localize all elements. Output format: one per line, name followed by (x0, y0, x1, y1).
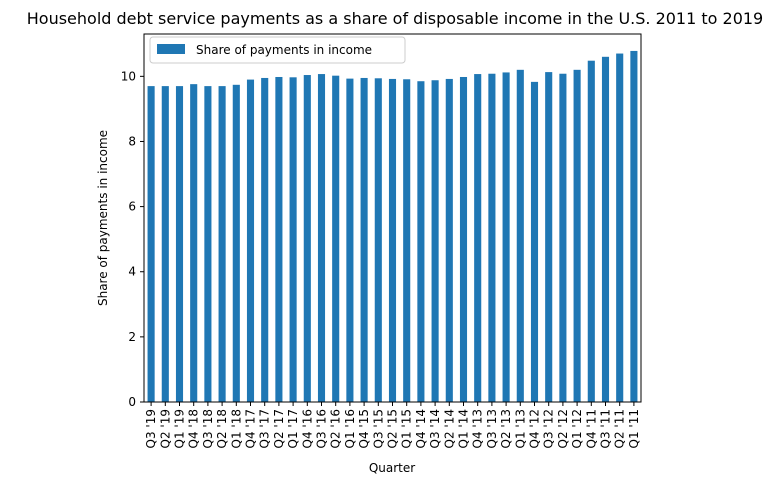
bar (219, 86, 226, 402)
bar (346, 79, 353, 402)
bar (375, 78, 382, 402)
x-tick-label: Q3 '13 (485, 409, 499, 448)
x-tick-label: Q4 '11 (584, 409, 598, 448)
y-axis-label: Share of payments in income (96, 130, 110, 306)
x-ticks-group: Q3 '19 Q2 '19 Q1 '19 Q4 '18 Q3 '18 Q2 '18 Q1 '… (144, 402, 641, 448)
chart-title: Household debt service payments as a sha… (27, 9, 763, 28)
y-tick-label: 6 (128, 200, 136, 214)
x-tick-label: Q2 '12 (556, 409, 570, 448)
bar (148, 86, 155, 402)
x-tick-label: Q3 '17 (258, 409, 272, 448)
x-tick-label: Q2 '15 (386, 409, 400, 448)
bar (176, 86, 183, 402)
x-tick-label: Q3 '15 (371, 409, 385, 448)
x-axis-label: Quarter (369, 461, 415, 475)
bars-group (148, 51, 638, 402)
x-tick-label: Q3 '12 (542, 409, 556, 448)
bar (275, 77, 282, 402)
x-tick-label: Q3 '16 (315, 409, 329, 448)
x-tick-label: Q4 '15 (357, 409, 371, 448)
bar (233, 85, 240, 402)
bar (190, 84, 197, 402)
x-tick-label: Q3 '14 (428, 409, 442, 448)
bar (531, 82, 538, 402)
y-tick-label: 10 (121, 69, 136, 83)
y-tick-label: 4 (128, 265, 136, 279)
x-tick-label: Q2 '13 (499, 409, 513, 448)
bar (503, 72, 510, 402)
y-tick-label: 0 (128, 395, 136, 409)
bar (630, 51, 637, 402)
bar (332, 76, 339, 402)
bar (290, 77, 297, 402)
bar (162, 86, 169, 402)
bar (488, 74, 495, 402)
x-tick-label: Q1 '16 (343, 409, 357, 448)
bar (446, 79, 453, 402)
bar (204, 86, 211, 402)
bar (517, 70, 524, 402)
x-tick-label: Q2 '18 (215, 409, 229, 448)
bar (474, 74, 481, 402)
x-tick-label: Q1 '11 (627, 409, 641, 448)
x-tick-label: Q4 '12 (528, 409, 542, 448)
x-tick-label: Q4 '13 (471, 409, 485, 448)
x-tick-label: Q3 '18 (201, 409, 215, 448)
x-tick-label: Q1 '17 (286, 409, 300, 448)
legend-swatch (157, 44, 185, 54)
x-tick-label: Q1 '12 (570, 409, 584, 448)
y-tick-label: 2 (128, 330, 136, 344)
bar (389, 79, 396, 402)
bar (432, 80, 439, 402)
bar (361, 78, 368, 402)
bar (574, 70, 581, 402)
bar (602, 57, 609, 402)
bar (559, 74, 566, 402)
x-tick-label: Q4 '16 (300, 409, 314, 448)
bar (545, 72, 552, 402)
bar (318, 74, 325, 402)
x-tick-label: Q2 '14 (442, 409, 456, 448)
bar (460, 77, 467, 402)
bar (304, 75, 311, 402)
x-tick-label: Q1 '19 (173, 409, 187, 448)
y-ticks-group: 0 2 4 6 8 10 (121, 69, 144, 409)
x-tick-label: Q4 '14 (414, 409, 428, 448)
x-tick-label: Q1 '18 (229, 409, 243, 448)
x-tick-label: Q3 '11 (599, 409, 613, 448)
x-tick-label: Q2 '17 (272, 409, 286, 448)
x-tick-label: Q2 '11 (613, 409, 627, 448)
x-tick-label: Q4 '17 (244, 409, 258, 448)
bar (247, 80, 254, 402)
bar (417, 81, 424, 402)
x-tick-label: Q4 '18 (187, 409, 201, 448)
x-tick-label: Q1 '13 (513, 409, 527, 448)
legend-label: Share of payments in income (196, 43, 372, 57)
x-tick-label: Q2 '19 (158, 409, 172, 448)
x-tick-label: Q3 '19 (144, 409, 158, 448)
bar (261, 78, 268, 402)
x-tick-label: Q2 '16 (329, 409, 343, 448)
bar (403, 79, 410, 402)
x-tick-label: Q1 '14 (457, 409, 471, 448)
bar (588, 61, 595, 402)
x-tick-label: Q1 '15 (400, 409, 414, 448)
y-tick-label: 8 (128, 134, 136, 148)
bar (616, 54, 623, 402)
legend: Share of payments in income (150, 37, 405, 63)
